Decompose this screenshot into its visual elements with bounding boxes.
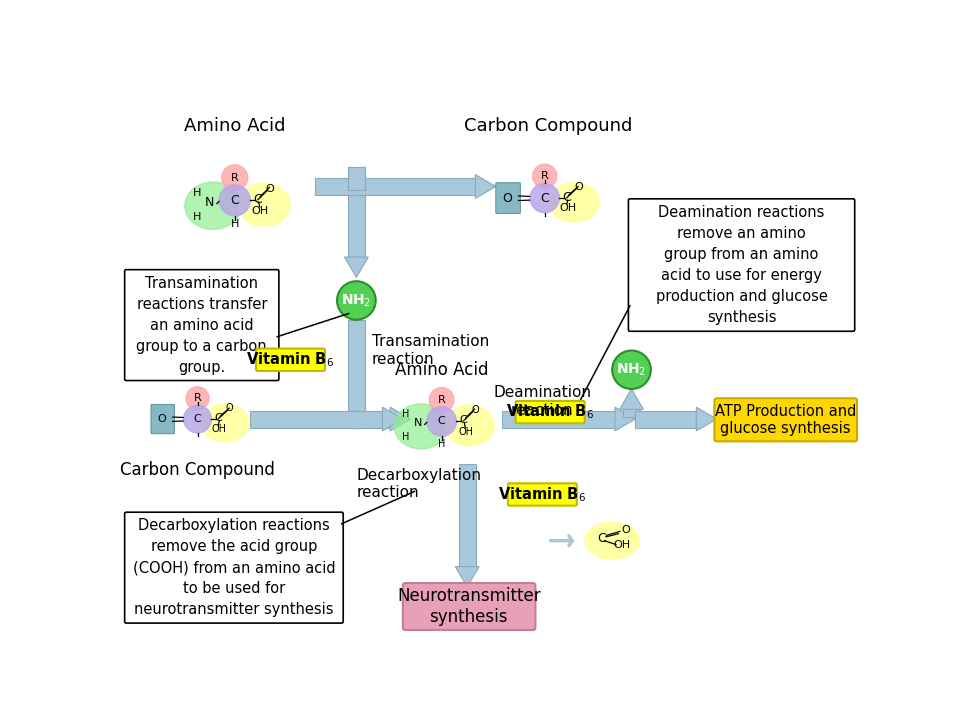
Text: O: O bbox=[502, 192, 512, 204]
Text: Transamination
reactions transfer
an amino acid
group to a carbon
group.: Transamination reactions transfer an ami… bbox=[136, 276, 267, 374]
Circle shape bbox=[612, 351, 651, 389]
Text: R: R bbox=[438, 395, 445, 405]
Text: Transamination
reaction: Transamination reaction bbox=[372, 334, 490, 366]
Polygon shape bbox=[345, 257, 369, 277]
FancyBboxPatch shape bbox=[516, 401, 585, 423]
Text: NH$_2$: NH$_2$ bbox=[341, 292, 372, 309]
FancyBboxPatch shape bbox=[495, 183, 520, 213]
Text: C: C bbox=[194, 414, 202, 424]
Circle shape bbox=[337, 282, 375, 320]
Text: Vitamin B$_6$: Vitamin B$_6$ bbox=[506, 402, 594, 421]
Text: C: C bbox=[540, 192, 549, 204]
FancyBboxPatch shape bbox=[403, 583, 536, 630]
Circle shape bbox=[427, 407, 456, 436]
Ellipse shape bbox=[395, 404, 447, 449]
Bar bbox=[348, 167, 365, 257]
FancyBboxPatch shape bbox=[256, 348, 325, 371]
Text: Decarboxylation
reaction: Decarboxylation reaction bbox=[356, 467, 481, 500]
Polygon shape bbox=[390, 408, 411, 431]
Text: H: H bbox=[230, 219, 239, 229]
Text: C: C bbox=[438, 416, 445, 426]
Polygon shape bbox=[619, 389, 643, 410]
Text: Amino Acid: Amino Acid bbox=[395, 361, 489, 379]
Text: C: C bbox=[253, 193, 262, 206]
Polygon shape bbox=[615, 408, 636, 431]
Text: OH: OH bbox=[252, 206, 269, 216]
Polygon shape bbox=[475, 175, 496, 198]
Text: R: R bbox=[230, 173, 239, 183]
Bar bbox=[251, 410, 382, 428]
Circle shape bbox=[429, 387, 454, 412]
Text: Vitamin B$_6$: Vitamin B$_6$ bbox=[498, 485, 587, 504]
Text: O: O bbox=[157, 414, 166, 424]
FancyBboxPatch shape bbox=[151, 405, 175, 433]
Text: O: O bbox=[266, 184, 275, 194]
Text: OH: OH bbox=[559, 204, 576, 213]
Bar bbox=[348, 410, 390, 428]
Text: R: R bbox=[194, 393, 202, 403]
Text: Carbon Compound: Carbon Compound bbox=[120, 461, 275, 479]
Text: O: O bbox=[621, 525, 630, 535]
Text: C: C bbox=[598, 532, 607, 545]
Circle shape bbox=[183, 405, 211, 433]
Text: C: C bbox=[460, 415, 468, 426]
Ellipse shape bbox=[444, 405, 494, 446]
Bar bbox=[348, 320, 365, 428]
Text: Neurotransmitter
synthesis: Neurotransmitter synthesis bbox=[396, 587, 540, 626]
FancyBboxPatch shape bbox=[629, 199, 854, 331]
Text: C: C bbox=[563, 191, 571, 204]
Bar bbox=[348, 167, 365, 190]
Text: Deamination reactions
remove an amino
group from an amino
acid to use for energy: Deamination reactions remove an amino gr… bbox=[656, 205, 828, 325]
Circle shape bbox=[530, 184, 560, 212]
Polygon shape bbox=[455, 567, 479, 587]
Bar bbox=[623, 410, 640, 418]
Ellipse shape bbox=[238, 183, 290, 226]
Text: O: O bbox=[471, 405, 479, 415]
Text: R: R bbox=[540, 171, 548, 181]
Text: H: H bbox=[193, 188, 201, 198]
Ellipse shape bbox=[549, 182, 599, 222]
Text: Amino Acid: Amino Acid bbox=[184, 117, 285, 135]
Text: Vitamin B$_6$: Vitamin B$_6$ bbox=[247, 351, 335, 369]
Text: N: N bbox=[205, 196, 214, 209]
Text: Decarboxylation reactions
remove the acid group
(COOH) from an amino acid
to be : Decarboxylation reactions remove the aci… bbox=[132, 518, 335, 617]
Text: NH$_2$: NH$_2$ bbox=[616, 361, 647, 378]
Text: Carbon Compound: Carbon Compound bbox=[464, 117, 632, 135]
FancyBboxPatch shape bbox=[508, 483, 577, 505]
Text: N: N bbox=[414, 418, 422, 428]
Ellipse shape bbox=[202, 404, 250, 442]
Circle shape bbox=[219, 185, 251, 216]
Ellipse shape bbox=[585, 522, 639, 559]
Text: ATP Production and
glucose synthesis: ATP Production and glucose synthesis bbox=[715, 404, 856, 436]
Text: O: O bbox=[226, 403, 233, 413]
Circle shape bbox=[222, 165, 248, 191]
FancyBboxPatch shape bbox=[714, 398, 857, 441]
Text: H: H bbox=[193, 212, 201, 222]
Text: Deamination
reaction: Deamination reaction bbox=[493, 385, 591, 418]
Text: H: H bbox=[402, 432, 409, 441]
Text: H: H bbox=[402, 409, 409, 419]
Circle shape bbox=[533, 164, 557, 188]
Bar bbox=[636, 410, 696, 428]
Text: OH: OH bbox=[212, 424, 227, 434]
FancyBboxPatch shape bbox=[125, 270, 278, 381]
Polygon shape bbox=[696, 408, 717, 431]
Polygon shape bbox=[382, 408, 403, 431]
Bar bbox=[459, 464, 476, 567]
Text: C: C bbox=[230, 194, 239, 207]
Text: C: C bbox=[214, 413, 223, 423]
Circle shape bbox=[186, 387, 209, 410]
Ellipse shape bbox=[184, 182, 241, 230]
Bar bbox=[315, 178, 475, 195]
FancyBboxPatch shape bbox=[125, 512, 344, 623]
Text: OH: OH bbox=[613, 540, 631, 550]
Text: H: H bbox=[438, 439, 445, 449]
Text: OH: OH bbox=[458, 426, 473, 436]
Bar bbox=[502, 410, 615, 428]
Text: O: O bbox=[574, 181, 583, 192]
